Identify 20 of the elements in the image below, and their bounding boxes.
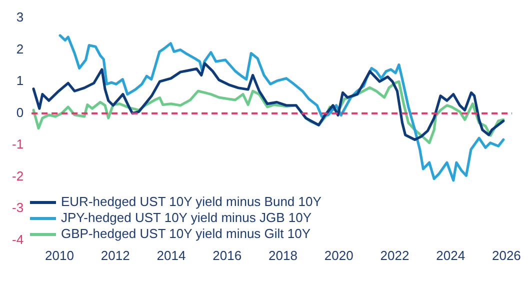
x-tick-label: 2018 (268, 248, 298, 263)
x-tick-label: 2020 (324, 248, 354, 263)
y-tick-label: -4 (12, 232, 24, 247)
x-tick-label: 2024 (436, 248, 466, 263)
y-tick-label: 2 (16, 41, 24, 56)
x-tick-label: 2014 (156, 248, 186, 263)
y-tick-label: -3 (12, 200, 24, 216)
y-tick-label: 3 (16, 10, 24, 25)
y-tick-label: 1 (16, 73, 24, 88)
x-tick-label: 2016 (212, 248, 242, 263)
x-tick-label: 2012 (100, 248, 130, 263)
y-tick-label: 0 (16, 104, 24, 120)
y-tick-label: -2 (12, 168, 24, 184)
x-tick-label: 2026 (492, 248, 521, 263)
legend-label: EUR-hedged UST 10Y yield minus Bund 10Y (61, 194, 322, 210)
y-tick-label: -1 (12, 136, 24, 152)
x-tick-label: 2010 (45, 248, 74, 263)
x-tick-label: 2022 (380, 248, 410, 263)
legend-label: JPY-hedged UST 10Y yield minus JGB 10Y (61, 210, 312, 226)
legend-label: GBP-hedged UST 10Y yield minus Gilt 10Y (61, 226, 311, 242)
